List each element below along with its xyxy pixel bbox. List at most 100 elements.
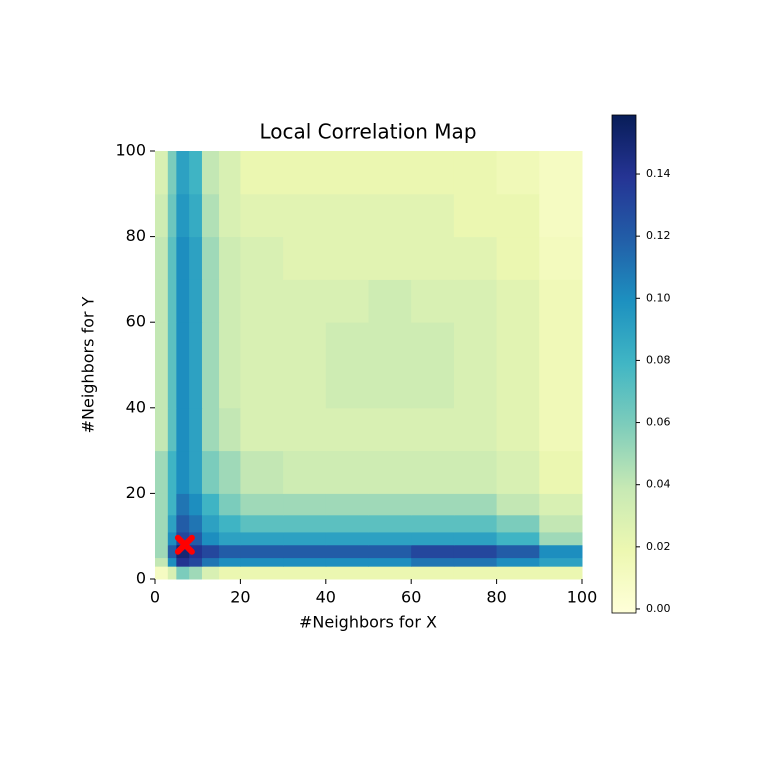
heatmap-cell bbox=[176, 365, 190, 409]
x-tick-label: 80 bbox=[486, 588, 506, 607]
heatmap-cell bbox=[539, 236, 583, 280]
heatmap-cell bbox=[189, 193, 203, 238]
heatmap-cell bbox=[219, 365, 241, 409]
heatmap-cell bbox=[219, 151, 241, 195]
heatmap-cell bbox=[201, 450, 220, 494]
heatmap-cell bbox=[167, 557, 177, 567]
heatmap-cell bbox=[453, 514, 498, 533]
heatmap-cell bbox=[539, 365, 583, 409]
heatmap-cell bbox=[155, 450, 169, 494]
heatmap-cell bbox=[176, 322, 190, 366]
heatmap-cell bbox=[176, 566, 190, 580]
heatmap-cell bbox=[368, 557, 412, 567]
heatmap-cell bbox=[283, 493, 327, 516]
heatmap-cell bbox=[201, 151, 220, 195]
heatmap-cell bbox=[240, 544, 284, 559]
heatmap-cell bbox=[155, 514, 169, 533]
heatmap-cell bbox=[368, 322, 412, 366]
heatmap-cell bbox=[496, 407, 540, 452]
heatmap-cell bbox=[411, 566, 455, 580]
heatmap-cell bbox=[176, 279, 190, 323]
heatmap-cell bbox=[240, 236, 284, 280]
heatmap-cell bbox=[155, 151, 169, 195]
heatmap-cell bbox=[219, 193, 241, 238]
heatmap-cell bbox=[240, 493, 284, 516]
heatmap-cell bbox=[496, 557, 540, 567]
heatmap-cell bbox=[189, 514, 203, 533]
heatmap-cell bbox=[176, 557, 190, 567]
heatmap-cell bbox=[283, 514, 327, 533]
heatmap-cell bbox=[496, 236, 540, 280]
heatmap-cell bbox=[496, 566, 540, 580]
heatmap-cell bbox=[219, 514, 241, 533]
heatmap-cell bbox=[325, 544, 369, 559]
heatmap-cell bbox=[539, 493, 583, 516]
heatmap-cell bbox=[411, 493, 455, 516]
heatmap-cell bbox=[201, 514, 220, 533]
chart-title: Local Correlation Map bbox=[259, 120, 476, 144]
heatmap-cell bbox=[283, 322, 327, 366]
heatmap-cell bbox=[325, 193, 369, 238]
heatmap-cell bbox=[325, 279, 369, 323]
heatmap-cell bbox=[283, 365, 327, 409]
heatmap-cell bbox=[283, 193, 327, 238]
heatmap-cell bbox=[496, 531, 540, 546]
colorbar-tick-label: 0.14 bbox=[646, 167, 671, 180]
heatmap-cell bbox=[189, 236, 203, 280]
heatmap-cell bbox=[325, 236, 369, 280]
colorbar-tick-label: 0.04 bbox=[646, 478, 671, 491]
heatmap-cell bbox=[167, 514, 177, 533]
y-tick-label: 60 bbox=[126, 312, 146, 331]
heatmap-cell bbox=[496, 514, 540, 533]
heatmap-cell bbox=[453, 322, 498, 366]
heatmap-cell bbox=[189, 151, 203, 195]
heatmap-cell bbox=[189, 566, 203, 580]
heatmap-cell bbox=[176, 450, 190, 494]
heatmap-cell bbox=[167, 566, 177, 580]
colorbar-tick-label: 0.06 bbox=[646, 416, 671, 429]
heatmap-cell bbox=[368, 544, 412, 559]
x-tick-label: 20 bbox=[230, 588, 250, 607]
heatmap-cell bbox=[283, 557, 327, 567]
heatmap-cell bbox=[283, 544, 327, 559]
heatmap-cell bbox=[368, 493, 412, 516]
heatmap-cell bbox=[219, 322, 241, 366]
x-axis-label: #Neighbors for X bbox=[299, 613, 437, 632]
heatmap-cell bbox=[411, 236, 455, 280]
heatmap-cell bbox=[496, 279, 540, 323]
heatmap-cell bbox=[219, 531, 241, 546]
x-tick-label: 0 bbox=[150, 588, 160, 607]
y-tick-label: 20 bbox=[126, 483, 146, 502]
colorbar bbox=[611, 114, 637, 614]
heatmap-cell bbox=[539, 566, 583, 580]
y-tick-label: 40 bbox=[126, 397, 146, 416]
heatmap-cell bbox=[368, 450, 412, 494]
heatmap-cell bbox=[155, 493, 169, 516]
heatmap-cell bbox=[176, 407, 190, 452]
heatmap-cell bbox=[283, 407, 327, 452]
heatmap-cell bbox=[453, 279, 498, 323]
heatmap-cell bbox=[240, 514, 284, 533]
heatmap-cell bbox=[453, 450, 498, 494]
heatmap-cell bbox=[201, 557, 220, 567]
heatmap-cell bbox=[453, 193, 498, 238]
heatmap-cell bbox=[411, 531, 455, 546]
heatmap-cell bbox=[201, 365, 220, 409]
heatmap-cell bbox=[283, 450, 327, 494]
heatmap-cell bbox=[189, 450, 203, 494]
heatmap-cell bbox=[201, 531, 220, 546]
heatmap-cell bbox=[201, 407, 220, 452]
heatmap-cell bbox=[453, 531, 498, 546]
heatmap-cell bbox=[539, 193, 583, 238]
heatmap-cell bbox=[240, 531, 284, 546]
heatmap-cell bbox=[219, 544, 241, 559]
heatmap-cell bbox=[167, 236, 177, 280]
heatmap-cell bbox=[176, 151, 190, 195]
heatmap-cell bbox=[539, 450, 583, 494]
heatmap-cell bbox=[453, 544, 498, 559]
heatmap-cell bbox=[240, 407, 284, 452]
heatmap-cell bbox=[325, 531, 369, 546]
heatmap-cell bbox=[368, 566, 412, 580]
heatmap-cell bbox=[240, 365, 284, 409]
heatmap-cell bbox=[539, 557, 583, 567]
